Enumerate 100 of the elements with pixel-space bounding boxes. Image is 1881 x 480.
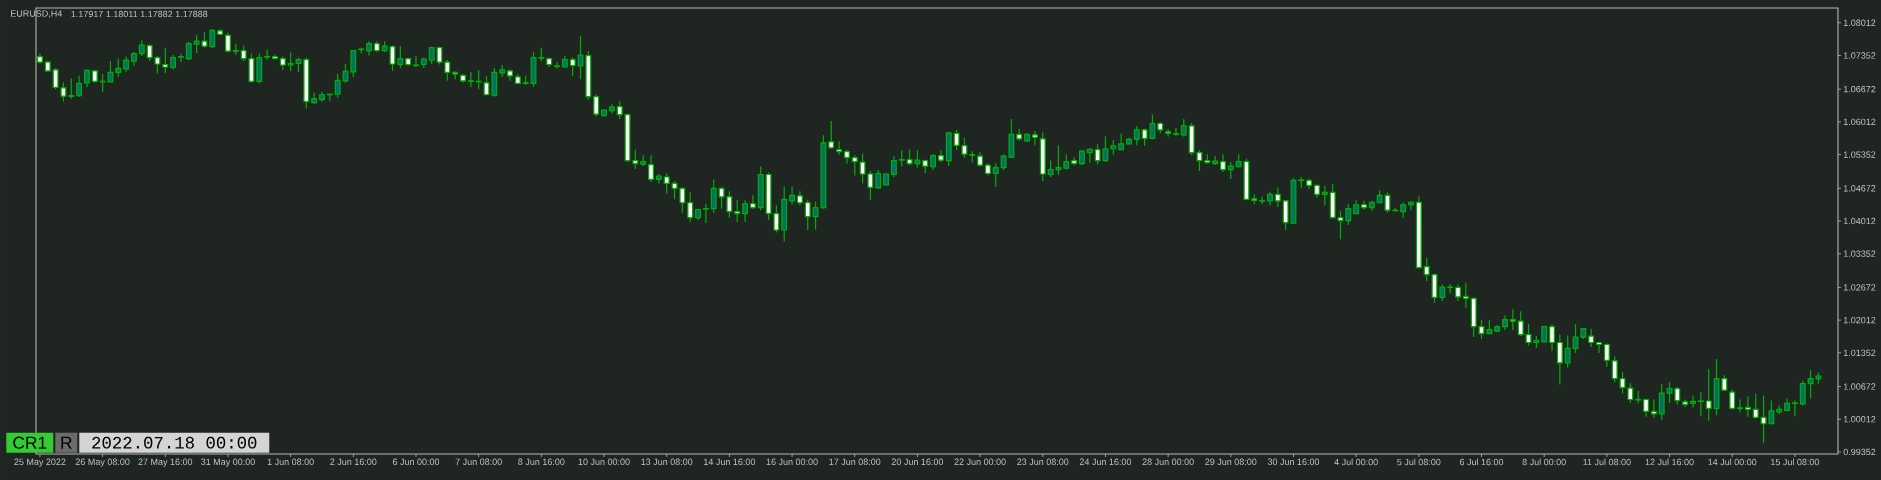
y-tick-label: 1.03352 xyxy=(1843,250,1876,257)
candlestick xyxy=(1588,328,1595,348)
candlestick xyxy=(1690,394,1696,409)
candlestick xyxy=(1133,125,1140,146)
x-tick-label: 5 Jul 08:00 xyxy=(1397,458,1441,466)
candlestick xyxy=(413,55,419,68)
candlestick xyxy=(444,59,451,82)
candlestick xyxy=(710,178,717,214)
candlestick xyxy=(1611,355,1618,383)
x-tick-label: 28 Jun 00:00 xyxy=(1142,458,1194,465)
x-tick-label: 8 Jul 00:00 xyxy=(1522,458,1566,466)
candlestick xyxy=(1462,281,1469,309)
x-tick-label: 10 Jun 00:00 xyxy=(578,458,630,465)
y-tick-label: 1.04672 xyxy=(1843,185,1876,192)
candlestick xyxy=(992,163,999,188)
candlestick xyxy=(1274,186,1281,208)
candlestick xyxy=(1423,257,1430,282)
x-tick-label: 1 Jun 08:00 xyxy=(267,458,314,465)
y-tick-label: 1.07352 xyxy=(1843,52,1876,59)
x-tick-label: 22 Jun 00:00 xyxy=(954,458,1006,465)
candlestick xyxy=(687,191,694,223)
candlestick xyxy=(608,103,615,115)
candlestick xyxy=(1212,155,1219,166)
candlestick xyxy=(1517,310,1524,337)
x-tick-label: 15 Jul 08:00 xyxy=(1771,458,1820,466)
candlestick xyxy=(1564,334,1571,369)
candlestick xyxy=(185,41,192,61)
candlestick xyxy=(890,155,897,178)
candlestick xyxy=(1509,308,1516,331)
candlestick xyxy=(875,169,882,189)
candlestick xyxy=(76,74,83,98)
candlestick xyxy=(1697,391,1704,417)
candlestick xyxy=(554,61,560,70)
x-tick-label: 27 May 16:00 xyxy=(138,458,193,467)
y-tick-label: 1.02012 xyxy=(1843,316,1876,324)
x-tick-label: 24 Jun 16:00 xyxy=(1079,458,1132,465)
chart-subtitle: 1.17917 1.18011 1.17882 1.17888 xyxy=(71,10,208,18)
candlestick xyxy=(1752,393,1759,420)
y-tick-label: 1.06672 xyxy=(1843,86,1876,93)
candlestick xyxy=(1658,383,1665,421)
candlestick xyxy=(225,32,231,54)
chart-title: EURUSD,H4 xyxy=(11,10,63,18)
candlestick xyxy=(209,28,216,49)
x-tick-label: 26 May 08:00 xyxy=(75,458,130,467)
x-tick-label: 6 Jun 00:00 xyxy=(392,458,440,465)
candlestick xyxy=(836,140,843,156)
candlestick xyxy=(749,194,756,210)
candlestick xyxy=(1549,323,1555,352)
candlestick xyxy=(68,77,75,100)
candlestick xyxy=(162,47,169,74)
candlestick xyxy=(742,199,748,223)
candlestick xyxy=(851,154,858,177)
y-tick-label: 1.02672 xyxy=(1843,284,1876,291)
candlestick xyxy=(1361,200,1367,211)
x-tick-label: 25 May 2022 xyxy=(14,458,66,467)
candlestick xyxy=(178,53,184,63)
x-tick-label: 4 Jul 00:00 xyxy=(1334,458,1378,466)
candlestick xyxy=(1650,398,1657,419)
x-tick-label: 16 Jun 00:00 xyxy=(766,458,818,465)
x-tick-label: 14 Jul 00:00 xyxy=(1708,458,1757,466)
x-tick-label: 6 Jul 16:00 xyxy=(1459,458,1504,466)
candlestick xyxy=(1345,203,1352,226)
candlestick xyxy=(1737,398,1743,413)
y-tick-label: 0.99352 xyxy=(1843,448,1876,456)
candlestick xyxy=(1031,130,1038,146)
y-tick-label: 1.05352 xyxy=(1843,151,1876,158)
x-tick-label: 14 Jun 16:00 xyxy=(704,458,756,465)
annotation: 2022.07.18 00:00 xyxy=(92,436,257,449)
candlestick xyxy=(702,203,709,224)
y-tick-label: 1.06012 xyxy=(1843,118,1876,126)
candlestick xyxy=(1799,380,1806,407)
x-tick-label: 31 May 00:00 xyxy=(201,458,255,467)
candlestick xyxy=(1556,333,1563,386)
candlestick xyxy=(256,53,263,84)
x-tick-label: 23 Jun 08:00 xyxy=(1017,458,1069,465)
candlestick xyxy=(311,92,318,105)
x-tick-label: 7 Jun 08:00 xyxy=(455,458,502,465)
candlestick xyxy=(828,120,835,150)
x-tick-label: 11 Jul 08:00 xyxy=(1583,458,1631,466)
candlestick xyxy=(1118,132,1125,151)
candlestick xyxy=(397,45,404,69)
candlestick xyxy=(350,49,357,78)
candlestick xyxy=(1259,196,1266,205)
y-tick-label: 1.01352 xyxy=(1843,349,1876,356)
candlestick xyxy=(1705,368,1712,422)
candlestick xyxy=(1643,397,1649,418)
candlestick xyxy=(1603,342,1610,368)
candlestick xyxy=(1321,185,1328,206)
candlestick xyxy=(648,154,654,183)
candlestick xyxy=(1071,156,1078,167)
x-tick-label: 2 Jun 16:00 xyxy=(330,458,377,465)
x-tick-label: 17 Jun 08:00 xyxy=(829,458,881,465)
candlestick xyxy=(593,93,600,118)
x-tick-label: 29 Jun 08:00 xyxy=(1205,458,1257,465)
candlestick xyxy=(789,185,796,205)
y-tick-label: 1.00672 xyxy=(1843,383,1876,390)
x-tick-label: 20 Jun 16:00 xyxy=(891,458,944,465)
annotation: CR1 xyxy=(13,436,47,449)
y-tick-label: 1.08012 xyxy=(1843,19,1876,26)
candlestick xyxy=(569,56,576,77)
